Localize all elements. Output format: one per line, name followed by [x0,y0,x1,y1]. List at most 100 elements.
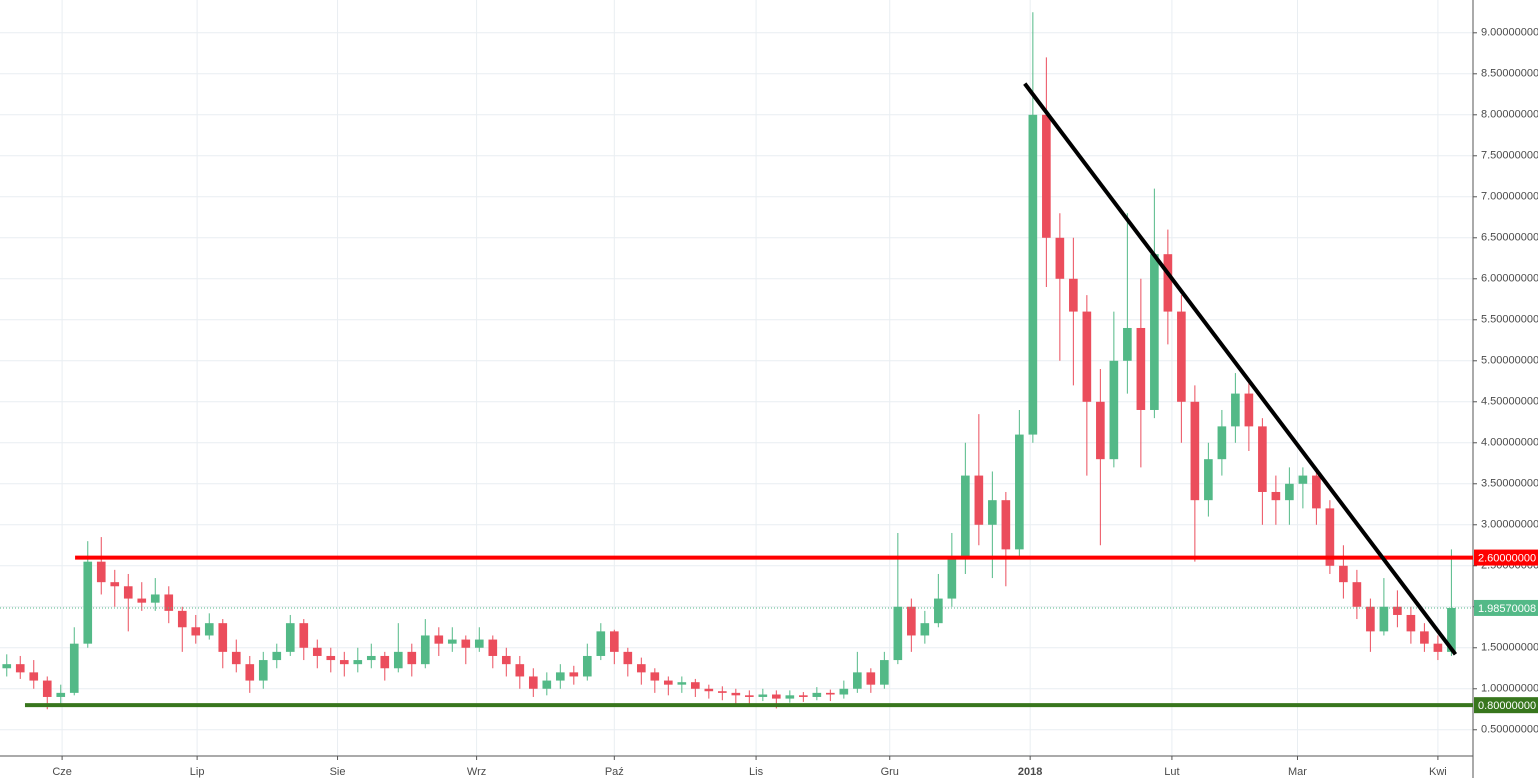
candle-body [1258,426,1267,492]
y-tick-label: 3.00000000 [1481,519,1538,531]
candle-body [650,672,660,681]
y-tick-label: 4.00000000 [1481,437,1538,449]
candle-body [177,610,187,628]
y-tick-label: 8.50000000 [1481,68,1538,80]
candle-body [677,682,687,685]
x-tick-label: Wrz [467,766,486,778]
x-tick-label: Lip [190,766,205,778]
candle-body [218,623,228,652]
candle-body [1379,606,1389,632]
candle-body [150,594,160,603]
candle-body [853,672,862,689]
candle-body [1123,327,1132,361]
trendline [1023,82,1458,656]
candle-body [515,664,525,677]
candle-body [393,651,403,669]
candle-body [582,655,592,677]
candle-body [353,660,363,665]
candle-body [1366,606,1375,632]
candle-body [1244,393,1254,427]
candle-body [609,631,619,652]
candle-body [920,623,930,636]
y-tick-label: 7.50000000 [1481,150,1538,162]
candle-body [407,651,417,665]
y-tick-label: 3.50000000 [1481,478,1538,490]
y-tick-label: 1.50000000 [1481,642,1538,654]
candle-body [434,635,444,644]
candle-body [1271,491,1281,501]
x-tick-label: Lis [749,766,764,778]
candle-body [1069,278,1078,312]
candle-body [1082,311,1092,402]
candle-body [164,594,174,611]
x-tick-label: Mar [1288,766,1307,778]
candle-body [799,695,808,697]
candle-body [988,500,997,525]
x-tick-label: Sie [330,766,346,778]
candle-body [947,557,957,599]
candle-body [1163,254,1173,312]
candle-body [245,664,255,681]
candle-body [231,651,241,665]
candle-body [1042,114,1051,238]
x-tick-label: Cze [52,766,72,778]
candle-body [893,606,903,661]
candle-body [636,664,646,673]
candle-body [812,692,822,697]
candle-body [96,561,106,583]
candle-body [1312,475,1321,509]
y-tick-label: 1.00000000 [1481,683,1538,695]
candle-body [1447,607,1456,652]
candle-body [326,655,336,661]
y-tick-label: 6.50000000 [1481,232,1538,244]
candle-body [380,655,390,669]
candle-body [29,672,39,681]
candle-body [501,655,511,665]
x-tick-label: Gru [881,766,899,778]
candle-body [1420,631,1429,644]
candle-body [542,680,552,689]
x-tick-label: Kwi [1429,766,1447,778]
y-tick-label: 0.50000000 [1481,724,1538,736]
candle-body [191,627,201,636]
candle-body [758,694,768,697]
candle-body [2,664,12,669]
candle-body [1136,327,1146,410]
candle-body [1393,606,1402,615]
candle-body [663,680,673,685]
y-tick-label: 5.50000000 [1481,314,1538,326]
candle-body [42,680,52,697]
level-label: 0.80000000 [1478,700,1536,712]
candle-body [826,692,835,695]
candle-body [137,598,147,603]
candle-body [1015,434,1024,550]
candle-body [1231,393,1240,427]
last-price-box [1474,599,1538,616]
candle-body [447,639,457,644]
x-tick-label: Lut [1164,766,1179,778]
candle-body [1001,500,1011,550]
candle-body [69,643,79,693]
candle-body [880,660,889,685]
candle-body [1217,426,1227,460]
candle-body [731,692,741,696]
candle-body [474,639,484,648]
candle-body [204,623,214,636]
candle-body [745,695,754,697]
candle-body [1325,508,1335,566]
candle-body [785,695,795,699]
candle-body [555,672,565,681]
level-label-box [1474,697,1538,714]
candle-body [299,623,309,648]
candle-body [623,651,633,665]
level-label: 2.60000000 [1478,552,1536,564]
candle-body [1406,614,1416,632]
candle-body [366,655,376,661]
y-tick-label: 8.00000000 [1481,109,1538,121]
candle-body [596,631,606,656]
candle-body [15,664,25,673]
candle-body [83,561,93,644]
candle-body [772,694,781,699]
